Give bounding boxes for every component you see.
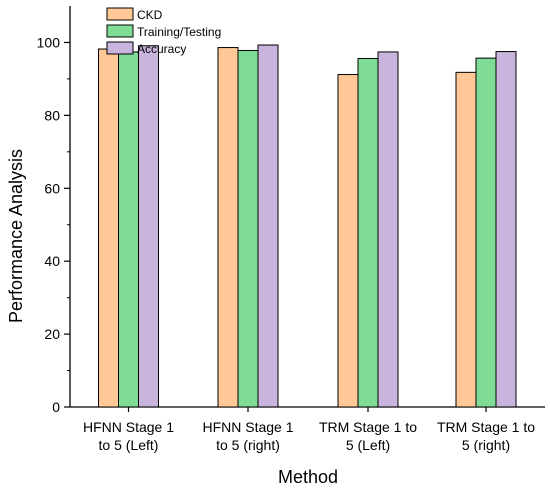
x-tick-label-line: 5 (Left): [346, 437, 390, 453]
x-tick-label-line: TRM Stage 1 to: [437, 419, 535, 435]
x-tick-label: HFNN Stage 1 to 5 (Left): [83, 419, 174, 453]
x-tick-label-line: HFNN Stage 1: [83, 419, 174, 435]
x-tick-label: TRM Stage 1 to 5 (Left): [319, 419, 417, 453]
y-tick-label: 40: [44, 253, 60, 269]
y-tick-label: 100: [37, 34, 61, 50]
bar-accuracy: [377, 51, 399, 408]
bar-training-testing: [357, 57, 379, 408]
legend-label: CKD: [137, 8, 163, 22]
bar-training-testing: [475, 57, 497, 408]
x-axis-title: Method: [278, 467, 338, 487]
bar-ckd: [217, 47, 239, 408]
y-axis-title: Performance Analysis: [6, 149, 26, 323]
y-tick-label: 80: [44, 107, 60, 123]
bar-training-testing: [237, 49, 259, 408]
y-axis: 0 20 40 60 80 100: [37, 34, 70, 415]
bar-ckd: [98, 48, 119, 408]
x-tick-label-line: 5 (right): [462, 437, 510, 453]
bar-accuracy: [495, 51, 517, 408]
x-tick-label-line: TRM Stage 1 to: [319, 419, 417, 435]
legend-label: Training/Testing: [137, 25, 221, 39]
bar-accuracy: [257, 44, 279, 408]
x-tick-label-line: to 5 (right): [216, 437, 280, 453]
legend-swatch: [106, 41, 134, 55]
legend-swatch: [106, 24, 134, 38]
bar-ckd: [337, 74, 359, 408]
x-tick-label-line: to 5 (Left): [99, 437, 159, 453]
bars-group: [98, 44, 517, 408]
x-tick-label: HFNN Stage 1 to 5 (right): [202, 419, 293, 453]
y-tick-label: 60: [44, 180, 60, 196]
y-tick-label: 0: [52, 399, 60, 415]
bar-training-testing: [118, 51, 139, 408]
legend-swatch: [106, 7, 134, 21]
x-axis: HFNN Stage 1 to 5 (Left) HFNN Stage 1 to 5 …: [83, 407, 535, 453]
x-tick-label: TRM Stage 1 to 5 (right): [437, 419, 535, 453]
bar-ckd: [455, 71, 477, 408]
y-tick-label: 20: [44, 326, 60, 342]
x-tick-label-line: HFNN Stage 1: [202, 419, 293, 435]
legend-label: Accuracy: [137, 42, 186, 56]
bar-accuracy: [138, 45, 159, 408]
legend: CKD Training/Testing Accuracy: [106, 7, 221, 56]
